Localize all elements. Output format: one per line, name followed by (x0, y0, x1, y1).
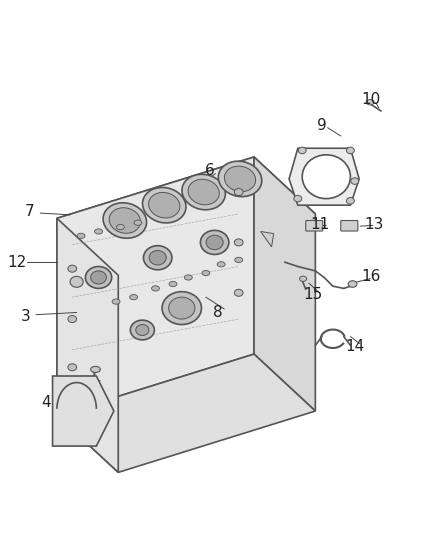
Ellipse shape (348, 281, 357, 287)
Ellipse shape (224, 166, 256, 192)
Ellipse shape (136, 325, 149, 335)
Ellipse shape (130, 295, 138, 300)
Ellipse shape (300, 276, 307, 281)
Text: 10: 10 (362, 92, 381, 107)
Ellipse shape (149, 251, 166, 265)
Ellipse shape (70, 276, 83, 287)
Ellipse shape (184, 275, 192, 280)
Ellipse shape (85, 266, 112, 288)
FancyBboxPatch shape (341, 221, 358, 231)
Ellipse shape (218, 161, 262, 197)
Ellipse shape (182, 174, 226, 210)
Text: 8: 8 (213, 304, 223, 320)
Ellipse shape (169, 281, 177, 287)
Ellipse shape (217, 262, 225, 267)
Ellipse shape (206, 235, 223, 249)
Ellipse shape (95, 229, 102, 234)
Ellipse shape (117, 224, 124, 230)
Ellipse shape (162, 292, 201, 325)
Ellipse shape (351, 178, 359, 184)
Ellipse shape (235, 257, 243, 263)
Text: 11: 11 (310, 216, 329, 231)
Text: 16: 16 (362, 269, 381, 284)
Polygon shape (57, 157, 315, 275)
Polygon shape (57, 219, 118, 472)
Text: 6: 6 (205, 163, 215, 177)
Text: 13: 13 (365, 216, 384, 231)
Text: 4: 4 (41, 395, 51, 410)
Ellipse shape (131, 320, 154, 340)
FancyBboxPatch shape (306, 221, 323, 231)
Ellipse shape (202, 270, 210, 276)
Polygon shape (289, 148, 359, 205)
Polygon shape (254, 157, 315, 411)
Ellipse shape (200, 230, 229, 254)
Ellipse shape (109, 208, 141, 233)
Ellipse shape (148, 192, 180, 218)
Ellipse shape (103, 203, 147, 238)
Ellipse shape (152, 286, 159, 291)
Ellipse shape (143, 246, 172, 270)
Ellipse shape (91, 366, 100, 373)
Ellipse shape (68, 316, 77, 322)
Ellipse shape (294, 195, 302, 202)
Ellipse shape (91, 271, 106, 284)
Text: 12: 12 (7, 255, 26, 270)
Ellipse shape (366, 100, 374, 105)
Text: 14: 14 (345, 338, 364, 354)
Text: 7: 7 (25, 204, 35, 219)
Ellipse shape (169, 297, 195, 319)
Ellipse shape (346, 198, 354, 204)
Ellipse shape (234, 289, 243, 296)
Text: 3: 3 (21, 309, 30, 325)
Text: 15: 15 (303, 287, 322, 302)
Ellipse shape (134, 220, 142, 225)
Ellipse shape (234, 239, 243, 246)
Polygon shape (261, 231, 274, 247)
Ellipse shape (302, 155, 350, 199)
Ellipse shape (68, 265, 77, 272)
Ellipse shape (346, 147, 354, 154)
Ellipse shape (68, 364, 77, 371)
Ellipse shape (298, 147, 306, 154)
Polygon shape (57, 157, 254, 415)
Ellipse shape (142, 188, 186, 223)
Ellipse shape (234, 189, 243, 196)
Polygon shape (57, 354, 315, 472)
Ellipse shape (112, 299, 120, 304)
Polygon shape (53, 376, 114, 446)
Text: 9: 9 (317, 118, 327, 133)
Ellipse shape (188, 179, 219, 205)
Ellipse shape (77, 233, 85, 238)
